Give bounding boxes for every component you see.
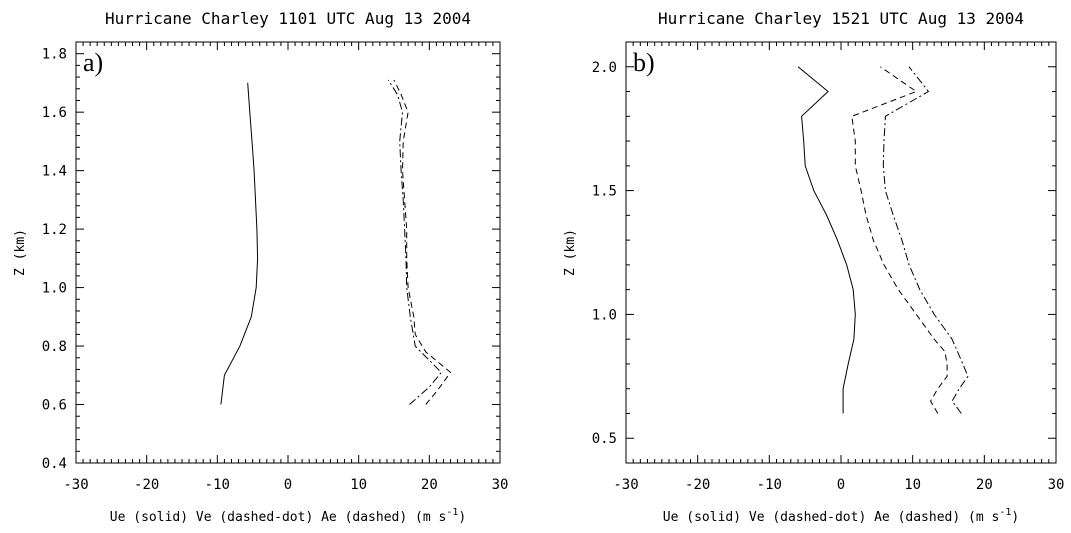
y-tick-label: 1.0 [42,281,67,297]
y-tick-label: 0.5 [592,431,617,447]
y-tick-label: 1.8 [42,47,67,63]
y-tick-label: 1.2 [42,222,67,238]
series-ve-line [387,79,442,405]
y-tick-label: 0.8 [42,339,67,355]
x-tick-label: -20 [685,477,710,493]
x-axis-label-close: ) [1011,510,1019,525]
x-tick-label: 30 [492,477,509,493]
chart-title: Hurricane Charley 1101 UTC Aug 13 2004 [105,9,471,28]
x-tick-label: 0 [284,477,292,493]
series-ae-line [393,79,452,405]
x-tick-label: 30 [1048,477,1065,493]
panel-label: b) [633,48,655,77]
series-ue-line [220,82,259,405]
y-axis-label: Z (km) [563,229,578,276]
y-axis-label: Z (km) [13,229,28,276]
x-axis-label-close: ) [458,510,466,525]
chart-title: Hurricane Charley 1521 UTC Aug 13 2004 [658,9,1024,28]
x-tick-label: 0 [837,477,845,493]
panel-label: a) [83,48,103,77]
x-tick-label: -30 [613,477,638,493]
x-axis-label: Ue (solid) Ve (dashed-dot) Ae (dashed) (… [110,507,466,525]
series-ue-line [797,66,856,414]
y-tick-label: 1.5 [592,184,617,200]
series-ve-line [882,66,969,414]
x-tick-label: -30 [63,477,88,493]
x-axis-label: Ue (solid) Ve (dashed-dot) Ae (dashed) (… [663,507,1019,525]
x-tick-label: -20 [134,477,159,493]
panel-b: Hurricane Charley 1521 UTC Aug 13 2004 b)… [563,9,1064,525]
x-tick-label: 20 [421,477,438,493]
x-tick-label: -10 [757,477,782,493]
series-ae-line [851,66,948,414]
x-tick-label: -10 [205,477,230,493]
y-tick-label: 0.4 [42,456,67,472]
x-tick-label: 10 [904,477,921,493]
y-tick-label: 1.0 [592,307,617,323]
y-tick-label: 0.6 [42,398,67,414]
x-axis-label-main: Ue (solid) Ve (dashed-dot) Ae (dashed) (… [663,510,1000,525]
x-axis-label-exponent: -1 [446,507,458,518]
x-tick-label: 20 [976,477,993,493]
y-tick-label: 1.6 [42,105,67,121]
x-axis-label-main: Ue (solid) Ve (dashed-dot) Ae (dashed) (… [110,510,447,525]
y-tick-label: 1.4 [42,164,67,180]
plot-frame [625,41,1057,464]
x-tick-label: 10 [350,477,367,493]
plot-frame [75,41,501,464]
x-axis-label-exponent: -1 [999,507,1011,518]
panel-a: Hurricane Charley 1101 UTC Aug 13 2004 a)… [13,9,508,525]
y-tick-label: 2.0 [592,60,617,76]
